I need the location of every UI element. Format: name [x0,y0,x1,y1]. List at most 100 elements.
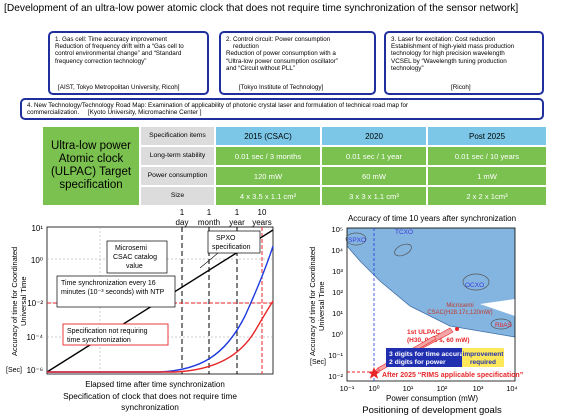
ntp-sync-text: Time synchronization every 16 [61,280,156,287]
box1-line: Reduction of frequency drift with a “Gas… [55,43,184,51]
right-chart-title: Accuracy of time 10 years after synchron… [348,214,516,223]
box3-line: technology for high precision wavelength [391,50,505,58]
ulpac-target-spec-title: Ultra-low power Atomic clock (ULPAC) Tar… [43,127,139,205]
after-2025-label: After 2025 “RIMS applicable specificatio… [382,372,523,379]
ulpac-label: 1st ULPAC [407,329,440,336]
spec-text: time synchronization [67,337,131,344]
left-accuracy-chart: 1 day 1 month 1 year 10 years 10¹ 10⁰ 10… [6,208,274,412]
box3-line: technology” [391,64,424,72]
row-label-stability: Long-term stability [141,147,214,165]
microsemi-text: CSAC catalog [113,254,157,261]
improvement-text: 3 digits for time accuracy [389,351,471,358]
y-unit: [Sec] [6,367,22,374]
spxo-ellipse [345,232,367,246]
y-tick: 10⁵ [332,225,343,234]
stability-2015: 0.01 sec / 3 months [216,147,320,165]
row-label-size: Size [141,187,214,205]
top-label: month [198,218,220,227]
top-label: year [229,218,245,227]
size-post2025: 2 x 2 x 1cm³ [428,187,546,205]
spxo-text: specification [212,244,251,251]
stability-post2025: 0.01 sec / 10 years [428,147,546,165]
y-tick: 10⁰ [31,256,43,265]
box1-line: 1. Gas cell: Time accuracy improvement [55,36,167,43]
box1-line: control environmental change” and “Stand… [55,50,182,58]
chart-caption-line2: synchronization [121,402,179,412]
power-post2025: 1 mW [428,167,546,185]
size-2020: 3 x 3 x 1.1 cm³ [322,187,426,205]
microsemi-label: CSAC(H28.17c,120mW) [427,310,492,316]
row-label-power: Power consumption [141,167,214,185]
x-tick: 10⁴ [506,384,518,393]
top-label: day [176,218,189,227]
right-positioning-chart: Accuracy of time 10 years after synchron… [308,214,523,416]
col-post2025-header: Post 2025 [428,127,546,145]
top-label: years [252,218,272,227]
improvement-required-box [462,348,504,367]
x-tick: 10² [437,384,448,393]
size-2015: 4 x 3.5 x 1.1 cm³ [216,187,320,205]
box3-line: VCSEL by “Wavelength tuning production [391,57,507,65]
right-y-label-line1: Accuracy of time for Coordinated [308,247,317,356]
right-caption: Positioning of development goals [362,405,502,416]
spxo-callout [207,230,261,254]
spec-text: Specification not requiring [67,328,148,335]
right-plot-frame [346,227,516,382]
box1-affiliation: [AIST, Tokyo Metropolitan University, Ri… [58,83,180,91]
tcxo-label: TCXO [395,229,413,236]
box2-line: “Ultra-low power consumption oscillator” [226,57,338,65]
microsemi-text: value [126,263,143,270]
existing-region-outline [346,245,516,338]
y-tick: 10⁴ [331,246,343,255]
ocxo-label: OCXO [465,282,484,289]
y-tick: 10¹ [31,224,43,233]
improvement-required-text: improvement [463,351,505,358]
improvement-required-text: required [470,359,496,366]
rbas-ellipse [490,318,512,330]
y-tick: 10⁰ [332,330,343,339]
target-star-icon [367,367,381,379]
spec-red-curve [47,300,274,373]
power-2020: 60 mW [322,167,426,185]
ntp-sync-text: minutes (10⁻³ seconds) with NTP [61,289,165,296]
box4-line: commercialization. [Kyoto University, Mi… [27,109,202,117]
box2-line: and “Circuit without PLL” [226,64,295,72]
power-2015: 120 mW [216,167,320,185]
box3-line: Establishment of high-yield mass product… [391,43,515,51]
box2-affiliation: [Tokyo Institute of Technology] [239,83,324,91]
y-tick: 10⁻⁶ [27,366,43,375]
box2-line: 2. Control circuit: Power consumption [226,36,331,43]
improvement-text: 2 digits for power [389,359,446,366]
spxo-pointer [199,252,219,269]
y-tick: 10² [332,288,343,297]
y-axis-label-line1: Accuracy of time for Coordinated [10,247,19,356]
y-tick: 10³ [332,267,343,276]
right-y-label-line2: Universal Time [317,281,326,331]
existing-clock-region [347,228,515,337]
y-tick: 10⁻¹ [328,351,343,360]
rbas-label: RbAS [495,322,513,329]
x-tick: 10¹ [403,384,414,393]
spec-callout [62,323,169,346]
y-tick: 10⁻⁴ [26,333,43,342]
csac-point [455,327,459,331]
control-circuit-box: 2. Control circuit: Power consumption re… [219,31,376,95]
microsemi-label: Microsemi [446,303,473,309]
y-tick: 10⁻² [328,372,343,381]
right-x-label: Power consumption (mW) [386,394,478,403]
x-tick: 10⁰ [368,384,379,393]
gas-cell-box: 1. Gas cell: Time accuracy improvement R… [48,31,209,95]
top-label: 1 [207,208,212,217]
y-unit: [Sec] [310,359,326,366]
roadmap-box: 4. New Technology/Technology Road Map: E… [20,98,544,120]
box4-line: 4. New Technology/Technology Road Map: E… [27,102,409,109]
y-tick: 10¹ [332,309,343,318]
microsemi-text: Microsemi [115,245,147,252]
page-title: [Development of an ultra-low power atomi… [4,3,519,14]
box2-line: reduction [226,43,259,51]
x-tick: 10⁻¹ [340,384,355,393]
left-plot-frame [46,226,274,375]
box1-line: frequency correction technology” [55,57,147,65]
top-label: 10 [258,208,267,217]
box3-affiliation: [Ricoh] [451,83,471,91]
